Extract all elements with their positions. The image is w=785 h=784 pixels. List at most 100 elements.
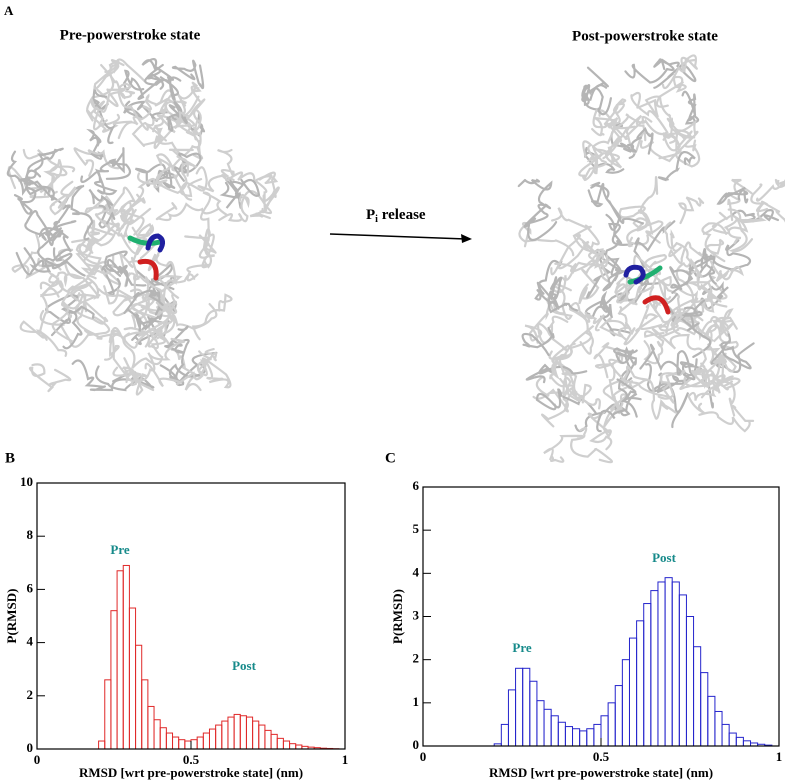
backbone — [150, 262, 177, 313]
backbone — [67, 274, 97, 301]
backbone — [23, 220, 72, 273]
backbone — [164, 325, 190, 354]
backbone — [639, 118, 699, 163]
backbone — [517, 178, 553, 210]
bar — [282, 740, 291, 750]
bar — [276, 737, 284, 750]
backbone — [221, 171, 268, 210]
highlight-helix — [145, 233, 166, 253]
backbone — [627, 378, 677, 420]
y-tick-label: 2 — [27, 687, 34, 702]
y-tick-label: 5 — [413, 521, 420, 536]
backbone — [578, 263, 600, 305]
backbone — [186, 234, 217, 282]
backbone — [585, 298, 614, 319]
backbone — [518, 221, 575, 257]
backbone — [64, 184, 94, 241]
backbone — [100, 63, 136, 99]
highlight-helix — [137, 258, 159, 281]
annotation: Pre — [110, 542, 129, 557]
backbone — [78, 240, 115, 276]
x-axis-label: RMSD [wrt pre-powerstroke state] (nm) — [79, 765, 303, 780]
backbone — [99, 147, 131, 180]
backbone — [666, 117, 697, 152]
bar — [264, 729, 272, 750]
bar — [664, 577, 673, 747]
bar — [650, 590, 659, 747]
bar — [721, 723, 730, 747]
bar — [245, 716, 254, 750]
y-tick-label: 2 — [413, 651, 420, 666]
bar — [678, 594, 687, 747]
bar — [628, 637, 638, 747]
x-axis-label: RMSD [wrt pre-powerstroke state] (nm) — [489, 765, 713, 780]
bar — [607, 702, 616, 747]
backbone — [681, 90, 700, 125]
backbone — [83, 231, 122, 286]
backbone — [613, 347, 638, 365]
bar — [104, 679, 112, 750]
backbone — [588, 248, 611, 269]
backbone — [698, 404, 755, 433]
backbone — [627, 209, 664, 246]
backbone — [643, 330, 665, 365]
backbone — [15, 247, 73, 276]
backbone — [201, 357, 232, 389]
bar — [178, 739, 186, 750]
backbone — [123, 289, 165, 316]
backbone — [255, 171, 279, 214]
bar — [196, 736, 204, 750]
highlight-helix — [623, 264, 646, 285]
backbone — [581, 84, 612, 116]
backbone — [202, 228, 215, 269]
backbone — [154, 113, 185, 144]
y-axis-label: P(RMSD) — [390, 589, 405, 644]
backbone — [630, 94, 701, 168]
bar — [621, 659, 630, 747]
backbone — [661, 54, 698, 90]
bar — [564, 726, 574, 747]
bar — [557, 721, 566, 747]
backbone — [144, 350, 212, 388]
backbone — [589, 181, 622, 238]
backbone — [704, 324, 727, 364]
backbone — [587, 411, 613, 451]
bar — [742, 740, 752, 747]
highlight-helix — [642, 295, 671, 315]
backbone — [24, 147, 64, 186]
x-tick-label: 0.5 — [593, 749, 610, 764]
backbone — [596, 378, 638, 433]
backbone — [701, 222, 728, 263]
y-tick-label: 6 — [413, 478, 420, 493]
backbone — [197, 148, 235, 193]
backbone — [171, 59, 205, 90]
backbone — [626, 176, 659, 248]
backbone — [155, 202, 219, 222]
backbone — [49, 180, 77, 216]
backbone — [535, 375, 572, 428]
backbone — [703, 239, 752, 271]
backbone — [663, 221, 722, 303]
y-tick-label: 4 — [413, 564, 420, 579]
backbone — [117, 93, 157, 140]
bar — [714, 710, 723, 747]
post-title: Post-powerstroke state — [572, 28, 718, 44]
bar — [500, 723, 509, 747]
backbone — [587, 182, 644, 225]
backbone — [592, 98, 627, 129]
backbone — [101, 264, 147, 296]
backbone — [141, 58, 182, 102]
backbone — [40, 276, 74, 343]
y-tick-label: 10 — [20, 474, 33, 489]
bar — [122, 564, 130, 750]
arrow-label-rest: release — [378, 207, 426, 223]
backbone — [123, 100, 170, 123]
pre-title: Pre-powerstroke state — [60, 27, 201, 43]
backbone — [158, 273, 196, 310]
backbone — [652, 372, 689, 394]
backbone — [120, 172, 156, 220]
backbone — [218, 194, 250, 223]
backbone — [25, 148, 71, 209]
bar — [110, 610, 118, 750]
backbone — [13, 186, 51, 215]
